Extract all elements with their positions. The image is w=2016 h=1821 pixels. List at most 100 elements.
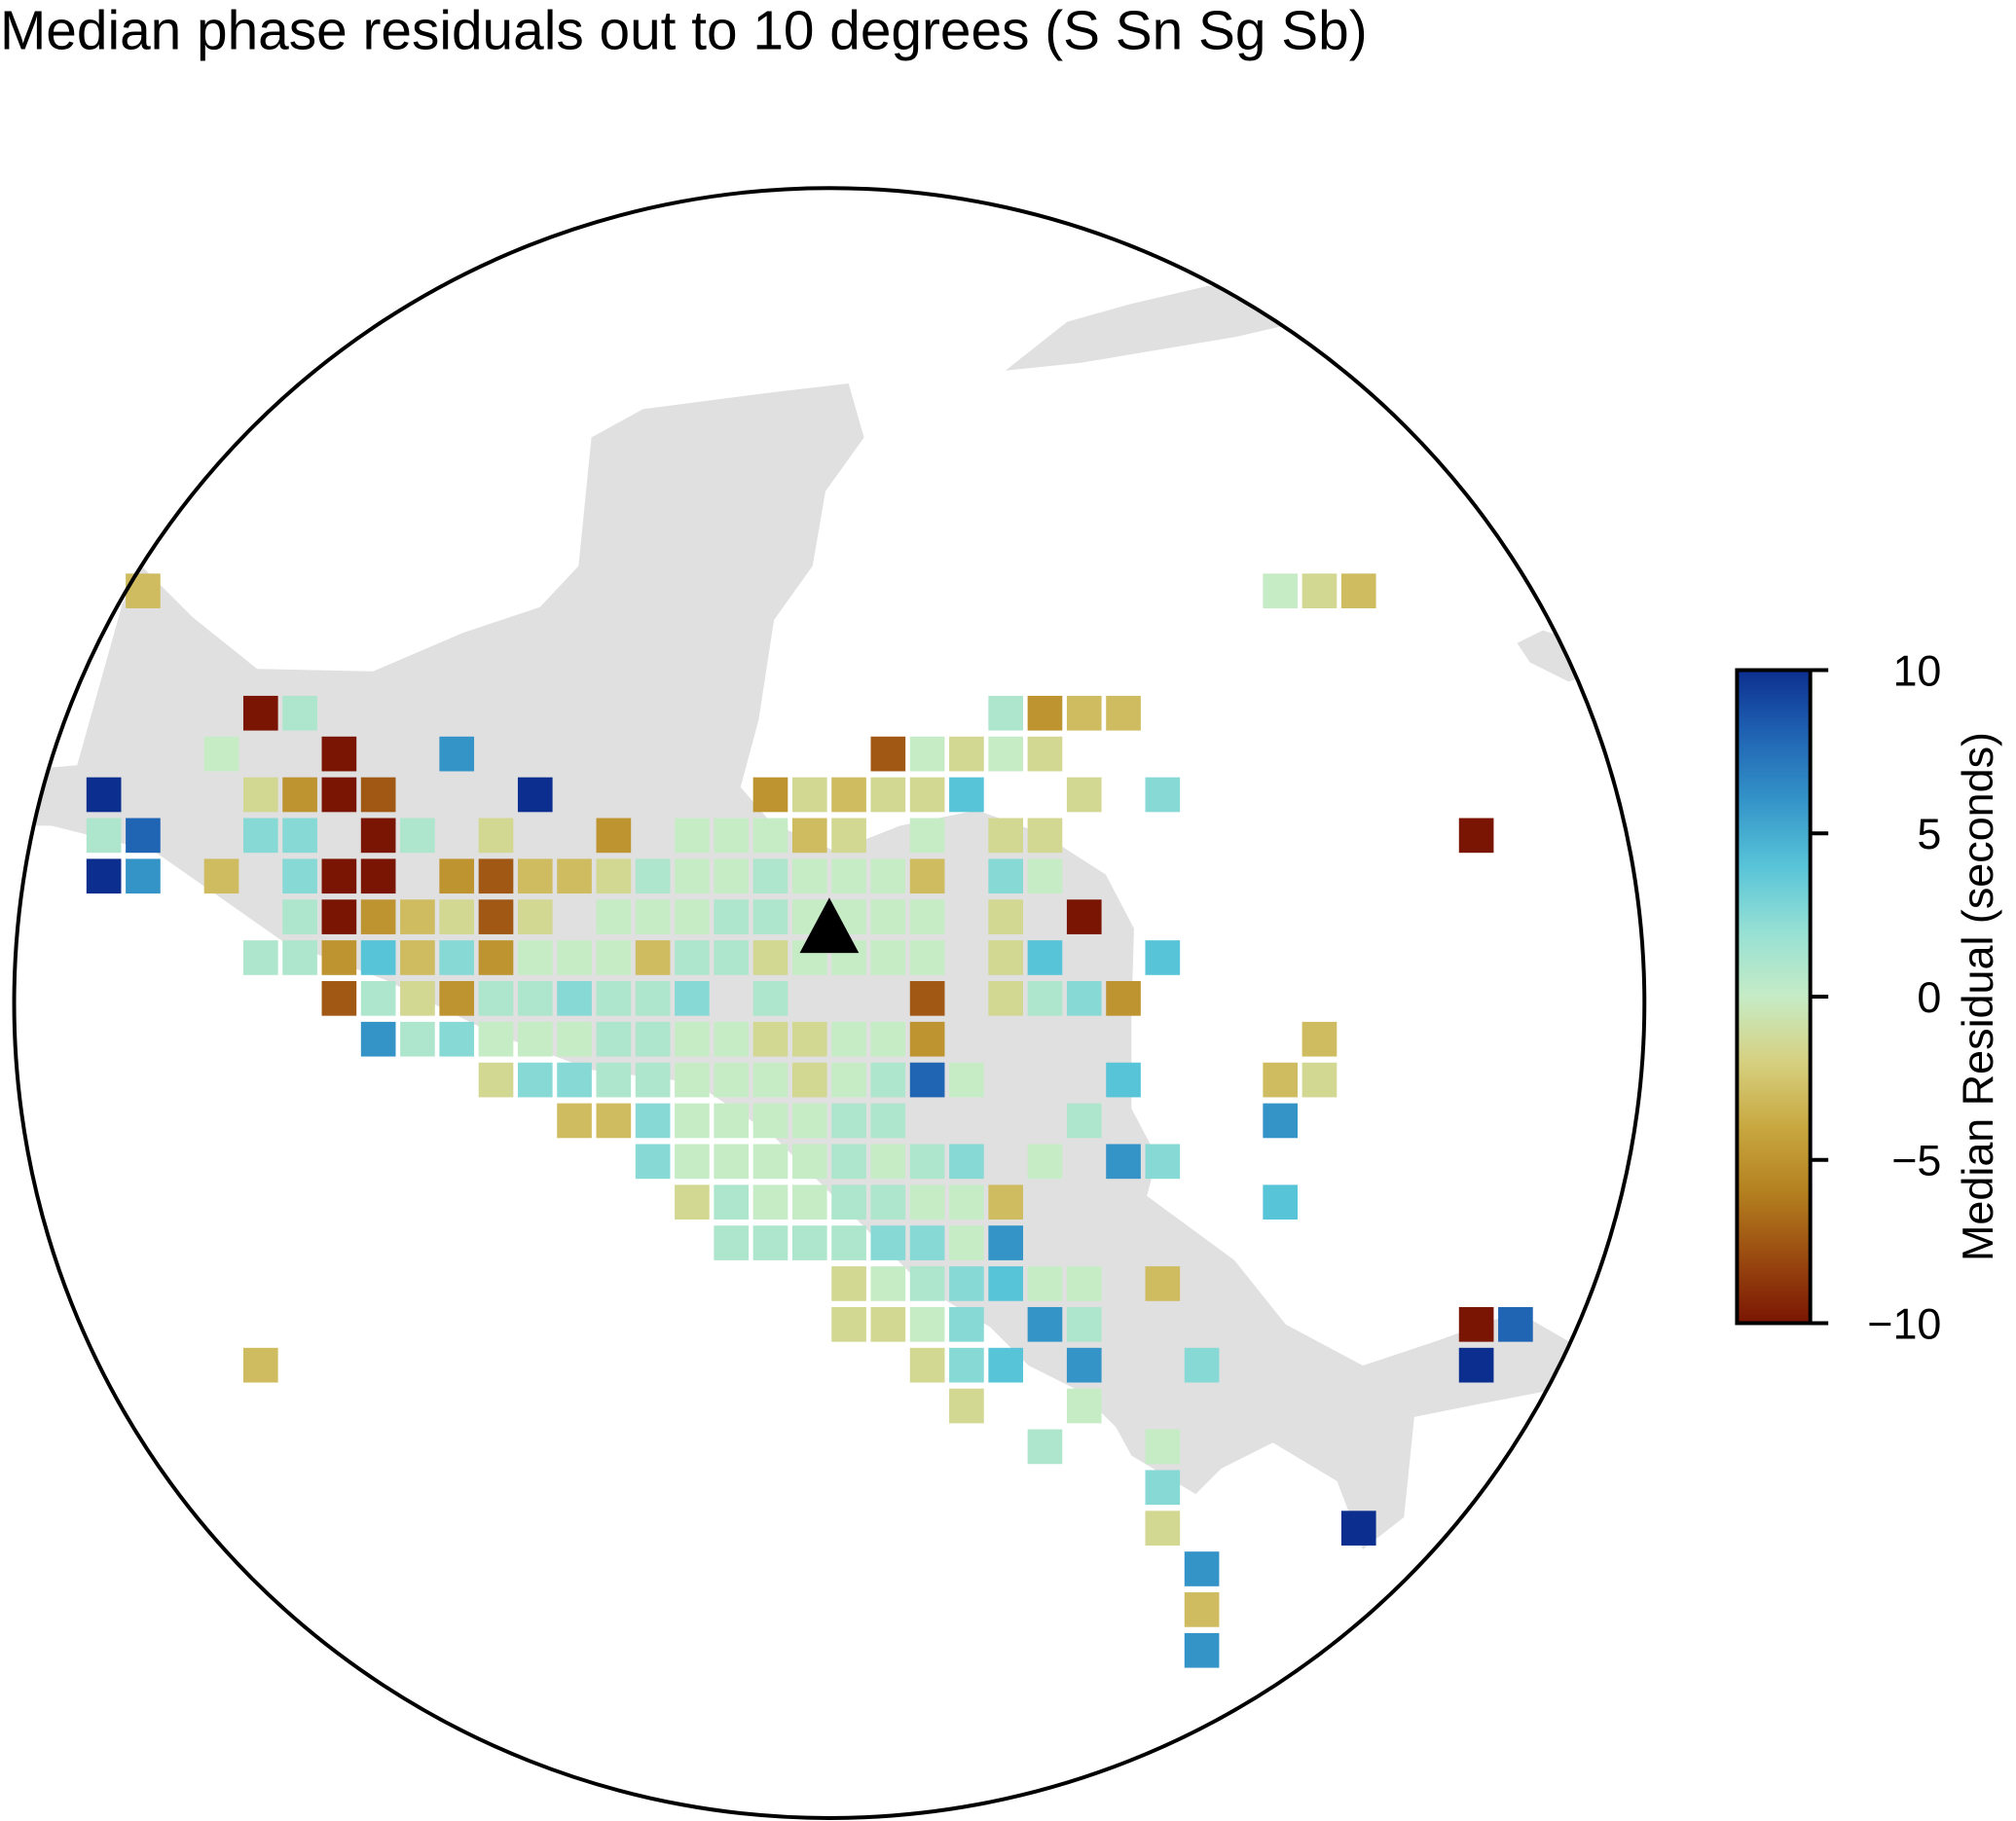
grid-cell — [870, 1103, 906, 1139]
grid-cell — [1066, 1347, 1102, 1383]
grid-cell — [752, 981, 788, 1016]
grid-cell — [949, 1306, 984, 1342]
grid-cell — [1066, 1266, 1102, 1301]
grid-cell — [714, 899, 750, 934]
grid-cell — [321, 899, 357, 934]
grid-cell — [203, 858, 239, 894]
grid-cell — [949, 1388, 984, 1424]
grid-cell — [360, 981, 396, 1016]
grid-cell — [1106, 981, 1141, 1016]
grid-cell — [282, 899, 317, 934]
grid-cell — [752, 818, 788, 854]
grid-cell — [1184, 1551, 1220, 1586]
grid-cell — [282, 695, 317, 731]
grid-cell — [635, 981, 671, 1016]
grid-cell — [439, 1021, 475, 1057]
grid-cell — [1106, 1062, 1141, 1098]
grid-cell — [909, 1144, 945, 1180]
grid-cell — [439, 858, 475, 894]
grid-cell — [439, 981, 475, 1016]
colorbar-tick-label: −10 — [1867, 1298, 1941, 1348]
grid-cell — [870, 1225, 906, 1260]
grid-cell — [791, 1062, 827, 1098]
grid-cell — [557, 1062, 592, 1098]
grid-cell — [596, 1062, 632, 1098]
grid-cell — [791, 818, 827, 854]
grid-cell — [1027, 818, 1063, 854]
grid-cell — [1498, 1306, 1533, 1342]
grid-cell — [752, 1184, 788, 1220]
grid-cell — [478, 1021, 514, 1057]
grid-cell — [909, 1062, 945, 1098]
grid-cell — [1263, 1103, 1299, 1139]
grid-cell — [1145, 940, 1181, 975]
grid-cell — [321, 777, 357, 813]
grid-cell — [675, 940, 710, 975]
grid-cell — [86, 777, 122, 813]
grid-cell — [1184, 1632, 1220, 1668]
colorbar-tick-label: 5 — [1917, 809, 1941, 858]
grid-cell — [909, 981, 945, 1016]
grid-cell — [909, 940, 945, 975]
grid-cell — [714, 1062, 750, 1098]
grid-cell — [949, 1144, 984, 1180]
grid-cell — [909, 899, 945, 934]
grid-cell — [675, 899, 710, 934]
grid-cell — [791, 1103, 827, 1139]
grid-cell — [870, 1062, 906, 1098]
grid-cell — [988, 1266, 1024, 1301]
colorbar-tick-label: −5 — [1891, 1136, 1941, 1185]
grid-cell — [635, 1062, 671, 1098]
land-cuba — [1005, 285, 1301, 371]
grid-cell — [752, 1021, 788, 1057]
grid-cell — [831, 1144, 866, 1180]
colorbar: −10 −5 0 5 10 — [1735, 645, 1941, 1348]
grid-cell — [478, 940, 514, 975]
grid-cell — [1145, 777, 1181, 813]
grid-cell — [675, 858, 710, 894]
grid-cell — [714, 858, 750, 894]
grid-cell — [870, 777, 906, 813]
grid-cell — [870, 899, 906, 934]
grid-cell — [988, 940, 1024, 975]
grid-cell — [870, 858, 906, 894]
grid-cell — [791, 1184, 827, 1220]
grid-cell — [400, 981, 435, 1016]
grid-cell — [1184, 1592, 1220, 1627]
grid-cell — [321, 858, 357, 894]
grid-cell — [557, 1021, 592, 1057]
grid-cell — [1458, 818, 1494, 854]
grid-cell — [1027, 1306, 1063, 1342]
grid-cell — [1066, 777, 1102, 813]
grid-cell — [596, 818, 632, 854]
grid-cell — [870, 1306, 906, 1342]
grid-cell — [321, 981, 357, 1016]
grid-cell — [478, 858, 514, 894]
grid-cell — [242, 940, 278, 975]
grid-cell — [1027, 1144, 1063, 1180]
grid-cell — [635, 858, 671, 894]
grid-cell — [870, 1266, 906, 1301]
grid-cell — [714, 818, 750, 854]
grid-cell — [831, 1184, 866, 1220]
grid-cell — [870, 736, 906, 772]
grid-cell — [988, 858, 1024, 894]
grid-cell — [242, 777, 278, 813]
grid-cell — [752, 777, 788, 813]
grid-cell — [1106, 1144, 1141, 1180]
grid-cell — [400, 899, 435, 934]
grid-cell — [1027, 695, 1063, 731]
grid-cell — [635, 1021, 671, 1057]
grid-cell — [831, 1225, 866, 1260]
grid-cell — [675, 1062, 710, 1098]
grid-cell — [909, 818, 945, 854]
grid-cell — [1066, 1306, 1102, 1342]
grid-cell — [557, 981, 592, 1016]
grid-cell — [870, 1184, 906, 1220]
grid-cell — [596, 1021, 632, 1057]
grid-cell — [675, 1103, 710, 1139]
grid-cell — [517, 940, 553, 975]
cell-layer — [86, 573, 1533, 1668]
